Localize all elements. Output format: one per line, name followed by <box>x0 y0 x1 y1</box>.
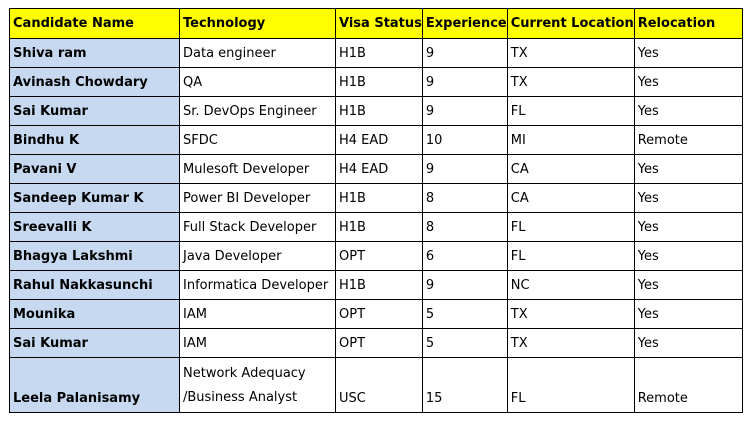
relocation-cell: Yes <box>633 183 743 213</box>
visa-status-cell: OPT <box>335 241 423 271</box>
technology-cell: SFDC <box>179 125 336 155</box>
relocation-cell: Yes <box>633 212 743 242</box>
table-row: Rahul Nakkasunchi Informatica Developer … <box>9 270 743 300</box>
table-row: Leela Palanisamy Network Adequacy/Busine… <box>9 357 743 413</box>
experience-cell: 8 <box>421 183 508 213</box>
header-relocation: Relocation <box>633 8 743 39</box>
technology-cell: QA <box>179 67 336 97</box>
table-row: Sreevalli K Full Stack Developer H1B 8 F… <box>9 212 743 242</box>
visa-status-cell: OPT <box>335 328 423 358</box>
relocation-cell: Remote <box>633 357 743 413</box>
location-cell: FL <box>506 96 635 126</box>
visa-status-cell: H4 EAD <box>335 125 423 155</box>
location-cell: CA <box>506 154 635 184</box>
header-current-location: Current Location <box>506 8 635 39</box>
table-row: Mounika IAM OPT 5 TX Yes <box>9 299 743 329</box>
candidate-name-cell: Sandeep Kumar K <box>9 183 180 213</box>
location-cell: FL <box>506 241 635 271</box>
candidate-name-cell: Rahul Nakkasunchi <box>9 270 180 300</box>
technology-cell: IAM <box>179 328 336 358</box>
experience-cell: 15 <box>421 357 508 413</box>
visa-status-cell: H4 EAD <box>335 154 423 184</box>
experience-cell: 9 <box>421 38 508 68</box>
header-visa-status: Visa Status <box>335 8 423 39</box>
header-technology: Technology <box>179 8 336 39</box>
relocation-cell: Yes <box>633 270 743 300</box>
experience-cell: 6 <box>421 241 508 271</box>
candidate-name-cell: Avinash Chowdary <box>9 67 180 97</box>
technology-line-1: Network Adequacy <box>183 366 306 381</box>
experience-cell: 9 <box>421 270 508 300</box>
location-cell: CA <box>506 183 635 213</box>
candidate-name-cell: Shiva ram <box>9 38 180 68</box>
relocation-cell: Yes <box>633 154 743 184</box>
visa-status-cell: H1B <box>335 212 423 242</box>
location-cell: FL <box>506 212 635 242</box>
visa-status-cell: H1B <box>335 67 423 97</box>
location-cell: MI <box>506 125 635 155</box>
experience-cell: 10 <box>421 125 508 155</box>
candidate-name-cell: Mounika <box>9 299 180 329</box>
candidate-name-cell: Leela Palanisamy <box>9 357 180 413</box>
relocation-cell: Yes <box>633 299 743 329</box>
candidate-name-cell: Pavani V <box>9 154 180 184</box>
location-cell: TX <box>506 38 635 68</box>
location-cell: FL <box>506 357 635 413</box>
visa-status-cell: H1B <box>335 96 423 126</box>
technology-cell: Power BI Developer <box>179 183 336 213</box>
visa-status-cell: H1B <box>335 38 423 68</box>
experience-cell: 5 <box>421 328 508 358</box>
location-cell: NC <box>506 270 635 300</box>
technology-cell: IAM <box>179 299 336 329</box>
technology-cell: Informatica Developer <box>179 270 336 300</box>
experience-cell: 8 <box>421 212 508 242</box>
visa-status-cell: OPT <box>335 299 423 329</box>
table-row: Shiva ram Data engineer H1B 9 TX Yes <box>9 38 743 68</box>
experience-cell: 9 <box>421 154 508 184</box>
experience-cell: 9 <box>421 96 508 126</box>
header-experience: Experience <box>421 8 508 39</box>
location-cell: TX <box>506 67 635 97</box>
candidate-name-cell: Bindhu K <box>9 125 180 155</box>
candidate-name-cell: Sai Kumar <box>9 328 180 358</box>
candidate-name-cell: Sai Kumar <box>9 96 180 126</box>
relocation-cell: Yes <box>633 328 743 358</box>
technology-cell: Sr. DevOps Engineer <box>179 96 336 126</box>
visa-status-cell: USC <box>335 357 423 413</box>
table-row: Pavani V Mulesoft Developer H4 EAD 9 CA … <box>9 154 743 184</box>
candidate-name-cell: Bhagya Lakshmi <box>9 241 180 271</box>
experience-cell: 9 <box>421 67 508 97</box>
relocation-cell: Yes <box>633 67 743 97</box>
technology-cell: Java Developer <box>179 241 336 271</box>
technology-cell: Full Stack Developer <box>179 212 336 242</box>
technology-line-2: /Business Analyst <box>183 390 298 405</box>
experience-cell: 5 <box>421 299 508 329</box>
technology-cell: Data engineer <box>179 38 336 68</box>
visa-status-cell: H1B <box>335 183 423 213</box>
technology-cell: Mulesoft Developer <box>179 154 336 184</box>
location-cell: TX <box>506 328 635 358</box>
table-row: Bindhu K SFDC H4 EAD 10 MI Remote <box>9 125 743 155</box>
table-row: Bhagya Lakshmi Java Developer OPT 6 FL Y… <box>9 241 743 271</box>
table-header-row: Candidate Name Technology Visa Status Ex… <box>9 8 743 39</box>
table-row: Sandeep Kumar K Power BI Developer H1B 8… <box>9 183 743 213</box>
candidate-table: Candidate Name Technology Visa Status Ex… <box>9 8 743 413</box>
location-cell: TX <box>506 299 635 329</box>
candidate-table-container: Candidate Name Technology Visa Status Ex… <box>9 8 743 413</box>
candidate-name-cell: Sreevalli K <box>9 212 180 242</box>
relocation-cell: Yes <box>633 241 743 271</box>
table-row: Avinash Chowdary QA H1B 9 TX Yes <box>9 67 743 97</box>
visa-status-cell: H1B <box>335 270 423 300</box>
relocation-cell: Yes <box>633 96 743 126</box>
technology-cell: Network Adequacy/Business Analyst <box>179 357 336 413</box>
table-row: Sai Kumar IAM OPT 5 TX Yes <box>9 328 743 358</box>
relocation-cell: Remote <box>633 125 743 155</box>
relocation-cell: Yes <box>633 38 743 68</box>
header-candidate-name: Candidate Name <box>9 8 180 39</box>
table-row: Sai Kumar Sr. DevOps Engineer H1B 9 FL Y… <box>9 96 743 126</box>
